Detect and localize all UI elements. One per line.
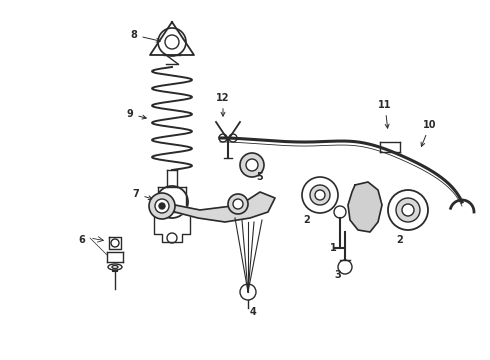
Text: 12: 12: [216, 93, 230, 116]
Circle shape: [233, 199, 243, 209]
Text: 5: 5: [257, 172, 264, 182]
Polygon shape: [158, 192, 275, 222]
Circle shape: [228, 194, 248, 214]
Text: 9: 9: [126, 109, 146, 119]
Text: 2: 2: [304, 215, 310, 225]
Circle shape: [402, 204, 414, 216]
Text: 11: 11: [378, 100, 392, 128]
Text: 3: 3: [335, 270, 342, 280]
Circle shape: [388, 190, 428, 230]
Text: 6: 6: [78, 235, 85, 245]
Circle shape: [159, 203, 165, 209]
Circle shape: [155, 199, 169, 213]
Circle shape: [310, 185, 330, 205]
Text: 10: 10: [421, 120, 437, 147]
Polygon shape: [348, 182, 382, 232]
Circle shape: [396, 198, 420, 222]
Circle shape: [302, 177, 338, 213]
Text: 7: 7: [133, 189, 152, 200]
Circle shape: [315, 190, 325, 200]
Circle shape: [246, 159, 258, 171]
Text: 1: 1: [330, 243, 336, 253]
Circle shape: [240, 153, 264, 177]
Circle shape: [149, 193, 175, 219]
Text: 4: 4: [249, 307, 256, 317]
Text: 2: 2: [396, 235, 403, 245]
Text: 8: 8: [130, 30, 160, 42]
